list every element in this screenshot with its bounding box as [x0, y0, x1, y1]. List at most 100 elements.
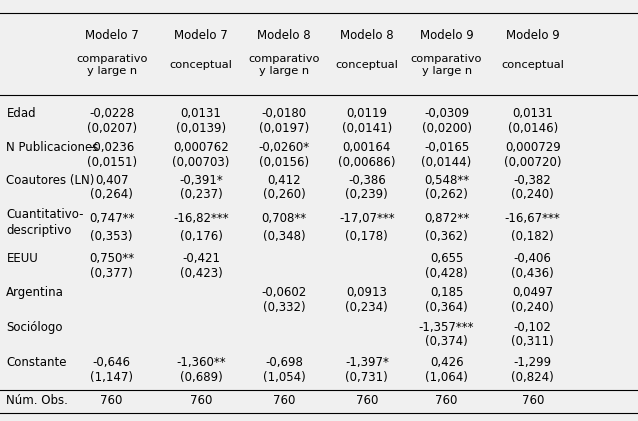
Text: -0,391*: -0,391* — [179, 174, 223, 187]
Text: (0,364): (0,364) — [425, 301, 468, 314]
Text: 0,412: 0,412 — [267, 174, 300, 187]
Text: -0,386: -0,386 — [348, 174, 386, 187]
Text: (0,239): (0,239) — [345, 189, 389, 201]
Text: (0,260): (0,260) — [262, 189, 306, 201]
Text: 0,0119: 0,0119 — [346, 107, 387, 120]
Text: conceptual: conceptual — [170, 60, 232, 70]
Text: -0,0309: -0,0309 — [424, 107, 469, 120]
Text: Edad: Edad — [6, 107, 36, 120]
Text: (0,182): (0,182) — [511, 230, 554, 243]
Text: 0,000762: 0,000762 — [173, 141, 229, 154]
Text: Constante: Constante — [6, 357, 67, 369]
Text: Cuantitativo-
descriptivo: Cuantitativo- descriptivo — [6, 208, 84, 237]
Text: (0,689): (0,689) — [179, 371, 223, 384]
Text: -0,0228: -0,0228 — [89, 107, 134, 120]
Text: (0,0197): (0,0197) — [259, 122, 309, 135]
Text: 760: 760 — [521, 394, 544, 407]
Text: Modelo 7: Modelo 7 — [85, 29, 138, 42]
Text: (0,00686): (0,00686) — [338, 156, 396, 168]
Text: (0,824): (0,824) — [511, 371, 554, 384]
Text: -1,397*: -1,397* — [345, 357, 389, 369]
Text: Argentina: Argentina — [6, 286, 64, 299]
Text: Núm. Obs.: Núm. Obs. — [6, 394, 68, 407]
Text: Modelo 7: Modelo 7 — [174, 29, 228, 42]
Text: comparativo
y large n: comparativo y large n — [248, 54, 320, 77]
Text: -0,646: -0,646 — [93, 357, 131, 369]
Text: 0,0131: 0,0131 — [512, 107, 553, 120]
Text: -16,67***: -16,67*** — [505, 213, 561, 225]
Text: (0,240): (0,240) — [511, 189, 554, 201]
Text: (0,0156): (0,0156) — [259, 156, 309, 168]
Text: 0,0913: 0,0913 — [346, 286, 387, 299]
Text: (0,240): (0,240) — [511, 301, 554, 314]
Text: -0,0236: -0,0236 — [89, 141, 134, 154]
Text: (0,311): (0,311) — [511, 336, 554, 348]
Text: (0,0207): (0,0207) — [87, 122, 137, 135]
Text: (0,436): (0,436) — [511, 267, 554, 280]
Text: comparativo
y large n: comparativo y large n — [76, 54, 147, 77]
Text: -0,0260*: -0,0260* — [258, 141, 309, 154]
Text: -1,299: -1,299 — [514, 357, 552, 369]
Text: -0,0165: -0,0165 — [424, 141, 469, 154]
Text: (0,423): (0,423) — [179, 267, 223, 280]
Text: Modelo 8: Modelo 8 — [340, 29, 394, 42]
Text: (0,0200): (0,0200) — [422, 122, 471, 135]
Text: (0,00720): (0,00720) — [504, 156, 561, 168]
Text: (1,064): (1,064) — [425, 371, 468, 384]
Text: -17,07***: -17,07*** — [339, 213, 395, 225]
Text: -16,82***: -16,82*** — [173, 213, 229, 225]
Text: N Publicaciones: N Publicaciones — [6, 141, 99, 154]
Text: 0,0131: 0,0131 — [181, 107, 221, 120]
Text: conceptual: conceptual — [501, 60, 564, 70]
Text: (0,0144): (0,0144) — [422, 156, 471, 168]
Text: (0,178): (0,178) — [345, 230, 389, 243]
Text: (0,731): (0,731) — [345, 371, 389, 384]
Text: (1,054): (1,054) — [262, 371, 306, 384]
Text: 0,0497: 0,0497 — [512, 286, 553, 299]
Text: (0,262): (0,262) — [425, 189, 468, 201]
Text: 760: 760 — [189, 394, 212, 407]
Text: 0,872**: 0,872** — [424, 213, 469, 225]
Text: (0,0141): (0,0141) — [342, 122, 392, 135]
Text: 760: 760 — [435, 394, 458, 407]
Text: -0,698: -0,698 — [265, 357, 303, 369]
Text: (0,0146): (0,0146) — [508, 122, 558, 135]
Text: -0,102: -0,102 — [514, 321, 552, 334]
Text: (0,374): (0,374) — [425, 336, 468, 348]
Text: -0,0602: -0,0602 — [262, 286, 306, 299]
Text: conceptual: conceptual — [336, 60, 398, 70]
Text: Modelo 9: Modelo 9 — [420, 29, 473, 42]
Text: 0,548**: 0,548** — [424, 174, 469, 187]
Text: -0,0180: -0,0180 — [262, 107, 306, 120]
Text: -0,421: -0,421 — [182, 253, 220, 265]
Text: 0,000729: 0,000729 — [505, 141, 561, 154]
Text: (0,00703): (0,00703) — [172, 156, 230, 168]
Text: (0,353): (0,353) — [91, 230, 133, 243]
Text: (0,362): (0,362) — [425, 230, 468, 243]
Text: Sociólogo: Sociólogo — [6, 321, 63, 334]
Text: -0,406: -0,406 — [514, 253, 552, 265]
Text: 0,708**: 0,708** — [262, 213, 306, 225]
Text: 0,747**: 0,747** — [89, 213, 135, 225]
Text: (0,348): (0,348) — [263, 230, 305, 243]
Text: EEUU: EEUU — [6, 253, 38, 265]
Text: Modelo 9: Modelo 9 — [506, 29, 560, 42]
Text: (0,237): (0,237) — [179, 189, 223, 201]
Text: (1,147): (1,147) — [90, 371, 133, 384]
Text: (0,176): (0,176) — [179, 230, 223, 243]
Text: 760: 760 — [355, 394, 378, 407]
Text: (0,234): (0,234) — [345, 301, 389, 314]
Text: (0,0139): (0,0139) — [176, 122, 226, 135]
Text: 760: 760 — [100, 394, 123, 407]
Text: Coautores (LN): Coautores (LN) — [6, 174, 95, 187]
Text: 0,750**: 0,750** — [89, 253, 134, 265]
Text: 0,426: 0,426 — [430, 357, 463, 369]
Text: (0,428): (0,428) — [425, 267, 468, 280]
Text: (0,0151): (0,0151) — [87, 156, 137, 168]
Text: 760: 760 — [272, 394, 295, 407]
Text: (0,264): (0,264) — [90, 189, 133, 201]
Text: Modelo 8: Modelo 8 — [257, 29, 311, 42]
Text: 0,655: 0,655 — [430, 253, 463, 265]
Text: 0,00164: 0,00164 — [343, 141, 391, 154]
Text: -0,382: -0,382 — [514, 174, 552, 187]
